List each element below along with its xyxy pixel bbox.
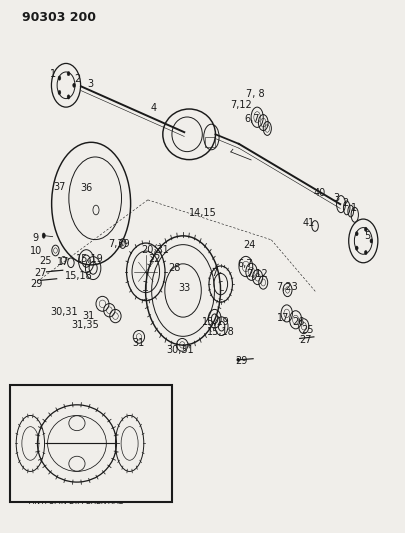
Text: 22: 22 — [149, 254, 161, 263]
Text: 7,12: 7,12 — [246, 269, 268, 279]
Ellipse shape — [355, 231, 358, 236]
Text: 15,18: 15,18 — [207, 327, 234, 336]
Text: 31: 31 — [82, 311, 94, 320]
Text: 1: 1 — [49, 69, 56, 78]
Text: 7, 8: 7, 8 — [246, 89, 264, 99]
Text: 15,19: 15,19 — [202, 317, 230, 327]
Text: 27: 27 — [34, 269, 47, 278]
Text: 20,31: 20,31 — [141, 245, 168, 255]
Ellipse shape — [58, 91, 61, 95]
Text: ANTI SPIN DIFFERENTIAL: ANTI SPIN DIFFERENTIAL — [29, 497, 123, 505]
Text: 6,7: 6,7 — [245, 115, 260, 124]
Bar — [10, 385, 172, 502]
Text: 25: 25 — [40, 256, 52, 265]
Text: 15,19: 15,19 — [76, 254, 104, 263]
Text: 2: 2 — [74, 74, 80, 84]
Text: 26: 26 — [293, 318, 305, 327]
Text: 17: 17 — [277, 313, 290, 322]
Ellipse shape — [72, 83, 75, 87]
Text: 31,35: 31,35 — [71, 320, 99, 329]
Ellipse shape — [355, 246, 358, 251]
Ellipse shape — [364, 251, 367, 255]
Text: 10: 10 — [30, 246, 42, 255]
Text: 43: 43 — [98, 450, 111, 459]
Text: 24: 24 — [244, 240, 256, 250]
Ellipse shape — [42, 233, 45, 238]
Text: 33: 33 — [178, 284, 190, 293]
Text: 6,7: 6,7 — [237, 259, 253, 269]
Text: 3: 3 — [333, 193, 339, 203]
Text: 40: 40 — [314, 189, 326, 198]
Text: 7,12: 7,12 — [230, 100, 252, 110]
Text: 7,39: 7,39 — [109, 239, 130, 248]
Text: 17: 17 — [57, 257, 69, 267]
Ellipse shape — [58, 76, 61, 80]
Text: 14,15: 14,15 — [189, 208, 216, 218]
Text: 4: 4 — [151, 103, 157, 112]
Text: 2: 2 — [342, 198, 348, 208]
Text: 28: 28 — [168, 263, 180, 273]
Ellipse shape — [370, 239, 373, 243]
Text: 25: 25 — [302, 325, 314, 335]
Text: 36: 36 — [80, 183, 92, 193]
Text: 37: 37 — [54, 182, 66, 192]
Text: 30,31: 30,31 — [50, 307, 78, 317]
Ellipse shape — [67, 95, 70, 99]
Text: 41: 41 — [303, 219, 315, 228]
Text: 90303 200: 90303 200 — [22, 11, 96, 25]
Text: 31: 31 — [133, 338, 145, 348]
Text: 5: 5 — [364, 231, 371, 240]
Text: 30,31: 30,31 — [166, 345, 194, 355]
Text: 27: 27 — [300, 335, 312, 345]
Text: 15,18: 15,18 — [65, 271, 93, 281]
Text: 7: 7 — [211, 268, 217, 278]
Ellipse shape — [67, 71, 70, 76]
Text: 7,23: 7,23 — [277, 282, 298, 292]
Text: 9: 9 — [32, 233, 39, 243]
Text: 29: 29 — [235, 357, 247, 366]
Text: 1: 1 — [350, 204, 357, 213]
Text: 3: 3 — [87, 79, 93, 88]
Ellipse shape — [364, 227, 367, 231]
Text: 29: 29 — [30, 279, 43, 288]
Ellipse shape — [237, 358, 240, 361]
